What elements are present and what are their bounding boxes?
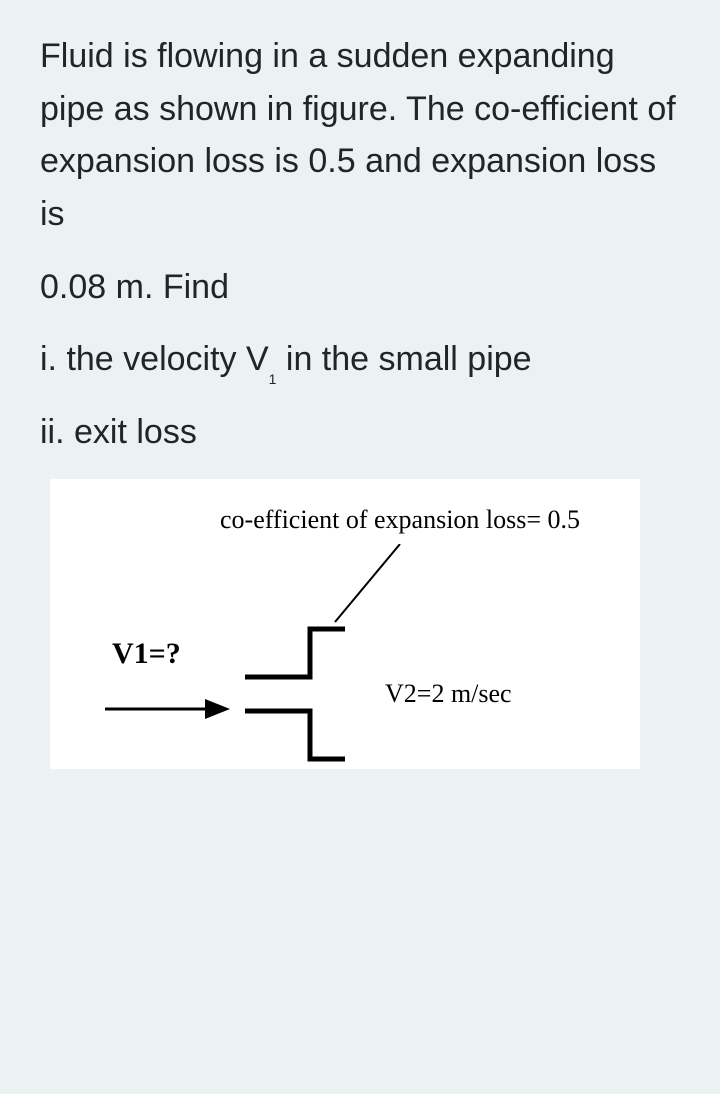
v2-label: V2=2 m/sec: [385, 679, 512, 709]
p3-part-b: in the small pipe: [276, 340, 531, 378]
question-page: Fluid is flowing in a sudden expanding p…: [0, 0, 720, 789]
p3-subscript: 1: [269, 371, 277, 387]
paragraph-3: i. the velocity V1 in the small pipe: [40, 333, 680, 386]
paragraph-4: ii. exit loss: [40, 406, 680, 459]
figure-box: co-efficient of expansion loss= 0.5 V1=?…: [50, 479, 640, 769]
paragraph-1: Fluid is flowing in a sudden expanding p…: [40, 30, 680, 241]
p3-part-a: i. the velocity V: [40, 340, 269, 378]
coeff-label: co-efficient of expansion loss= 0.5: [220, 505, 580, 535]
flow-arrow-icon: [105, 694, 235, 724]
paragraph-2: 0.08 m. Find: [40, 261, 680, 314]
v1-label: V1=?: [112, 637, 181, 671]
